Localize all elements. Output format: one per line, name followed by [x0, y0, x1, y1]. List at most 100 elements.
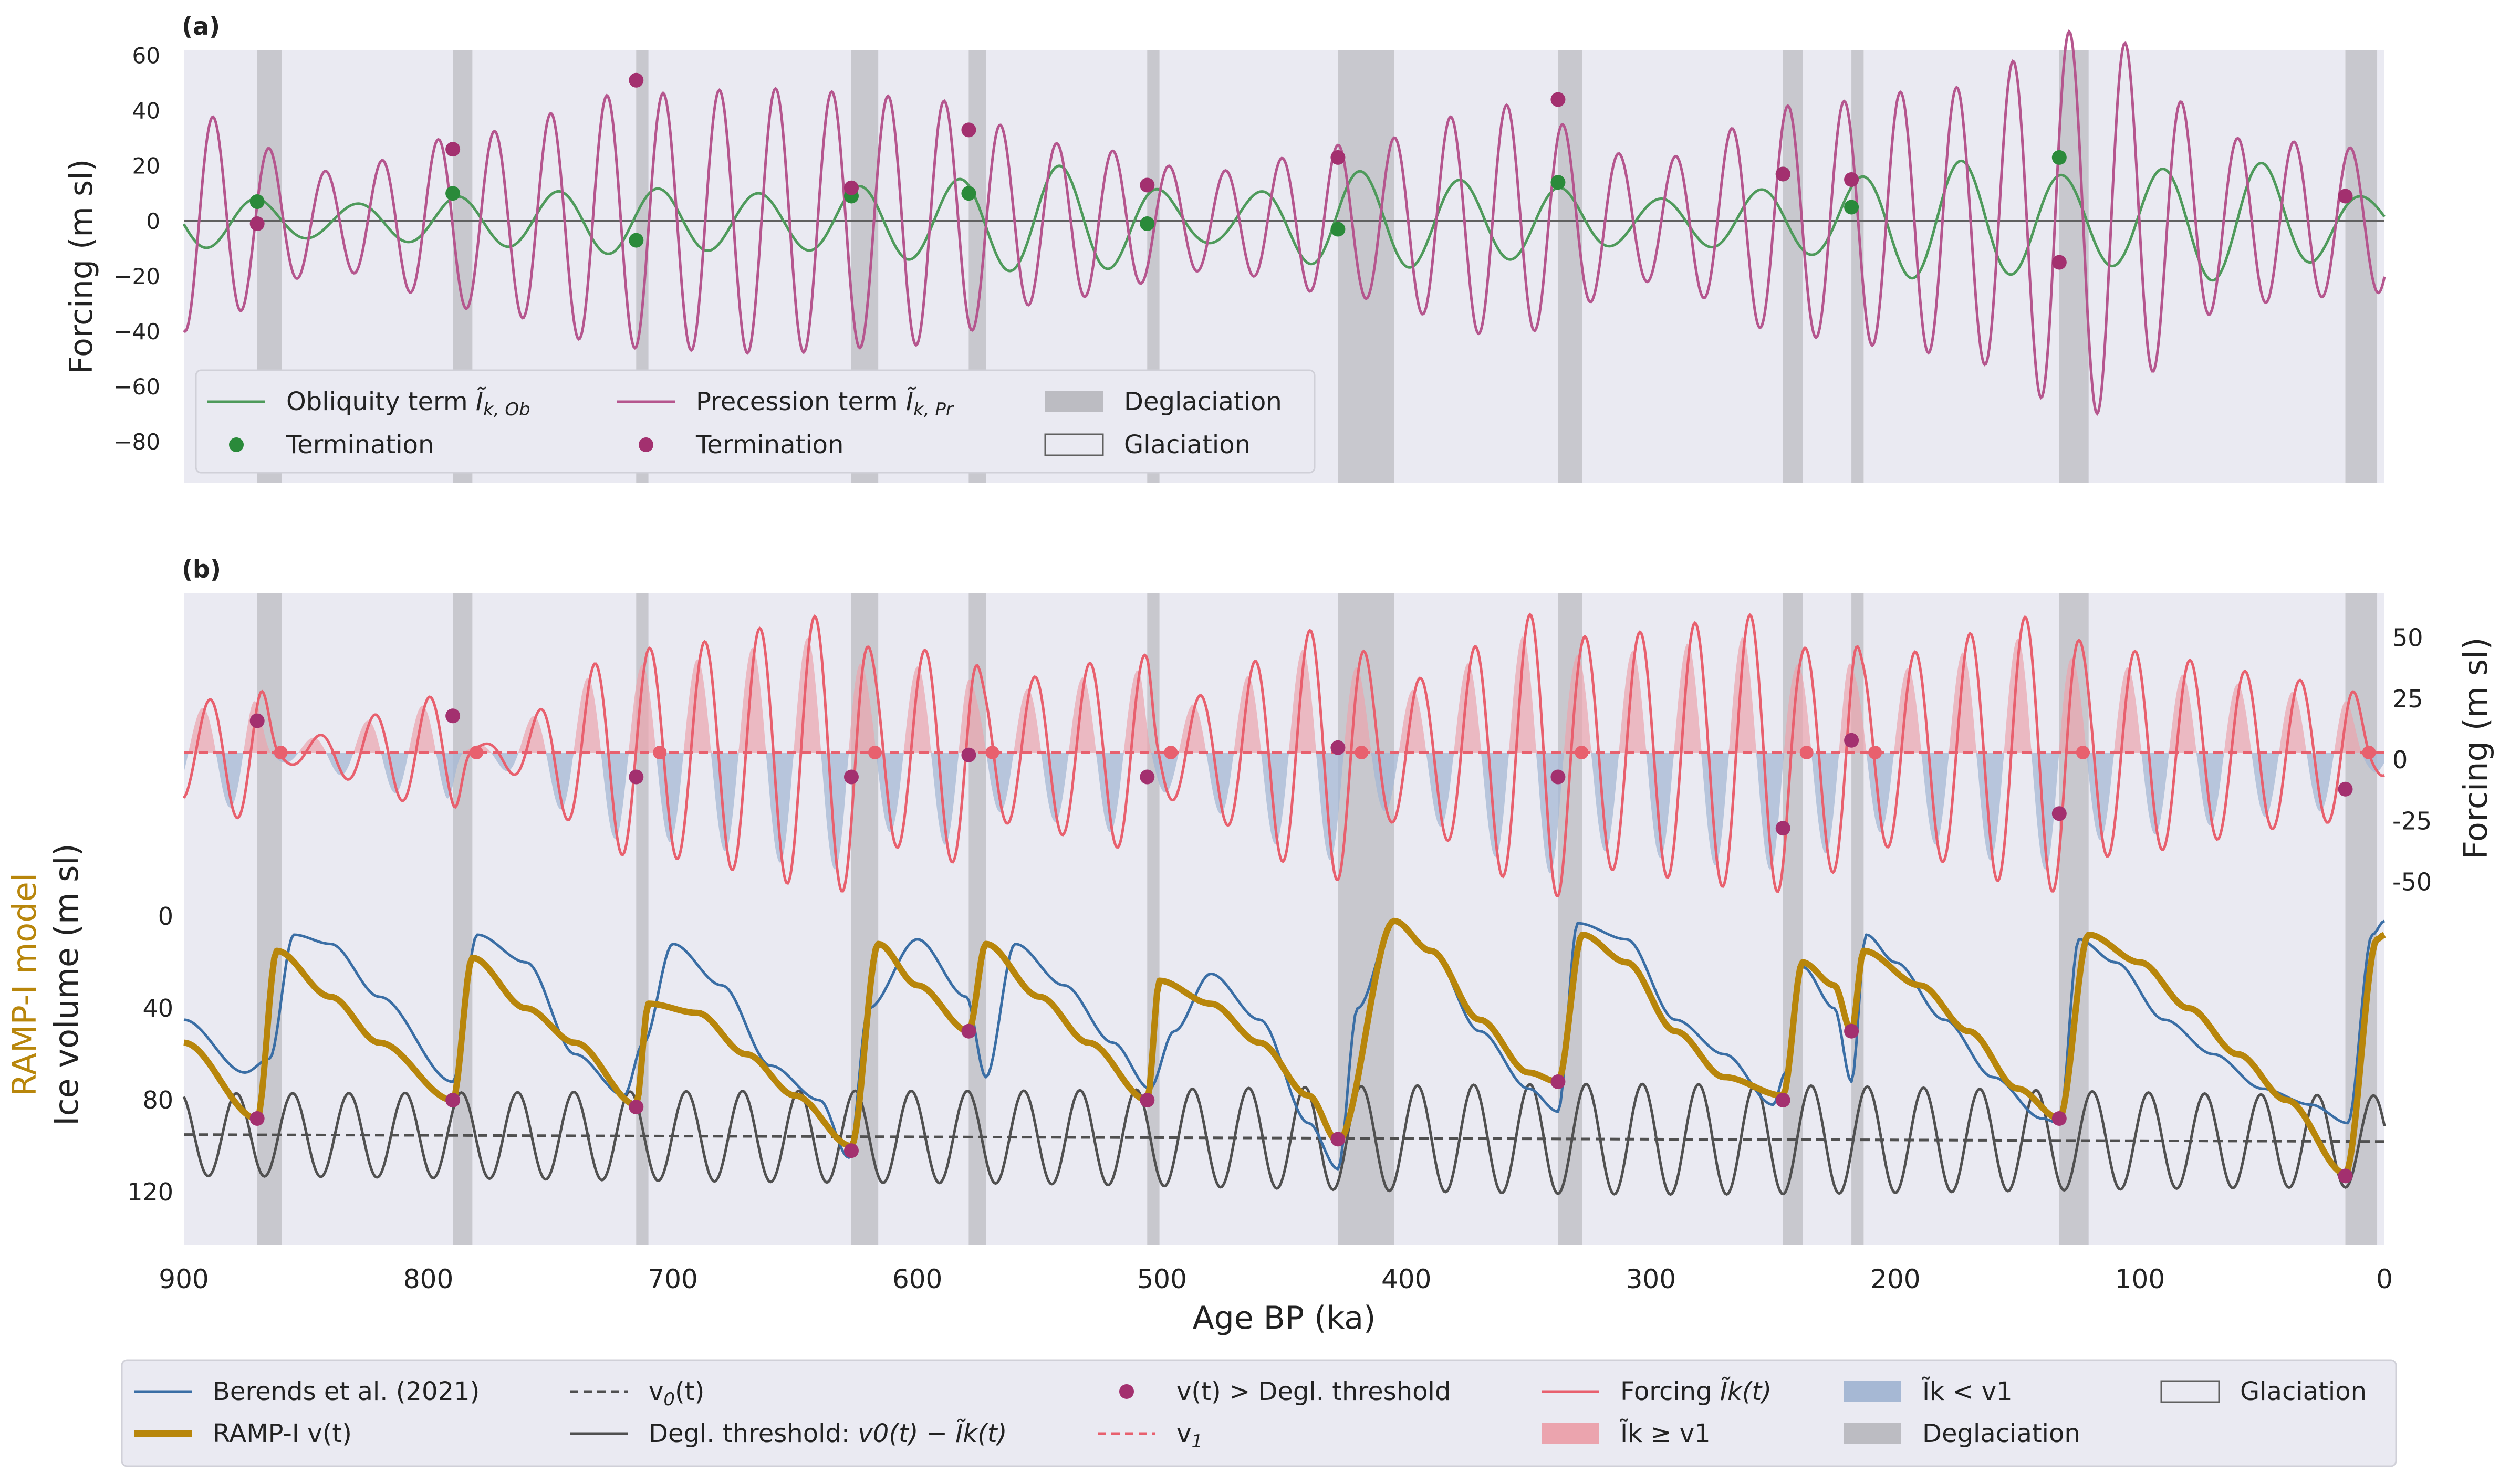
- legend-a-frame: [195, 369, 1316, 474]
- precession-termination-point: [961, 122, 976, 138]
- y-tick-label: 20: [132, 153, 160, 179]
- ice-exceed-point: [629, 1100, 644, 1115]
- obliquity-termination-point: [1140, 216, 1155, 232]
- legend-patch-glyph: [1045, 391, 1103, 412]
- deglaciation-band: [1338, 50, 1394, 483]
- deglaciation-band: [453, 593, 473, 1245]
- legend-a: Obliquity term Ĩk, Ob Precession term Ĩk,…: [195, 369, 1316, 474]
- ice-exceed-point: [445, 1093, 461, 1107]
- ice-exceed-point: [2338, 1168, 2353, 1184]
- precession-series-line: [183, 29, 2386, 416]
- v1-crossing-point: [868, 746, 882, 760]
- panel-label-a: (a): [182, 12, 220, 40]
- forcing-y-tick-label: 0: [2392, 746, 2408, 774]
- precession-termination-point: [843, 180, 859, 195]
- forcing-exceed-point: [629, 769, 644, 785]
- ice-exceed-point: [2051, 1111, 2067, 1126]
- forcing-y-tick-label: -25: [2392, 807, 2432, 835]
- forcing-exceed-point: [1330, 740, 1346, 755]
- x-tick-label: 800: [403, 1264, 453, 1294]
- legend-entry-label: Obliquity term Ĩk, Ob: [286, 387, 530, 420]
- legend-entry-label: Ĩk ≥ v1: [1620, 1419, 1711, 1448]
- y-axis-label-right: Forcing (m sl): [2456, 637, 2495, 859]
- legend-entry-label: Degl. threshold: v0(t) − Ĩk(t): [649, 1419, 1007, 1448]
- ice-exceed-point: [249, 1111, 265, 1126]
- deglaciation-band: [2345, 50, 2378, 483]
- panel-b: (b) 0 40 80 120 50 25 0 -25 -50 RAMP-I model Ice vo…: [5, 555, 2495, 1245]
- x-tick-label: 300: [1626, 1264, 1676, 1294]
- forcing-y-tick-label: -50: [2392, 868, 2432, 896]
- ice-exceed-point: [961, 1023, 976, 1039]
- v1-crossing-point: [2076, 746, 2090, 760]
- forcing-exceed-point: [1550, 769, 1566, 785]
- legend-dot-glyph: [639, 437, 653, 452]
- legend-dot-glyph: [1119, 1384, 1134, 1399]
- ice-y-tick-label: 120: [127, 1178, 173, 1206]
- precession-termination-point: [1140, 177, 1155, 193]
- legend-entry-label: RAMP-I v(t): [213, 1419, 352, 1448]
- x-tick-label: 600: [892, 1264, 942, 1294]
- x-axis-label: Age BP (ka): [1193, 1300, 1376, 1336]
- obliquity-termination-point: [445, 186, 461, 201]
- ice-exceed-point: [843, 1143, 859, 1158]
- legend-entry-label: Deglaciation: [1124, 387, 1282, 416]
- forcing-y-tick-label: 50: [2392, 624, 2423, 652]
- v1-crossing-point: [2362, 746, 2376, 760]
- ramp-line: [183, 917, 2386, 1177]
- deglaciation-band: [1558, 50, 1582, 483]
- forcing-exceed-point: [1775, 821, 1790, 836]
- obliquity-termination-point: [961, 186, 976, 201]
- precession-termination-point: [2338, 189, 2353, 204]
- legend-patch-glyph: [1542, 1423, 1599, 1444]
- x-tick-label: 100: [2115, 1264, 2165, 1294]
- legend-entry-label: Ĩk < v1: [1922, 1377, 2013, 1406]
- precession-termination-point: [1330, 150, 1346, 165]
- forcing-exceed-point: [961, 747, 976, 762]
- legend-entry-label: Termination: [695, 430, 843, 459]
- threshold-line: [182, 1082, 2386, 1196]
- forcing-exceed-point: [843, 769, 859, 785]
- forcing-y-tick-label: 25: [2392, 685, 2423, 713]
- forcing-exceed-point: [2338, 781, 2353, 797]
- panel-label-b: (b): [182, 555, 221, 583]
- ice-y-tick-label: 80: [142, 1086, 173, 1114]
- v1-crossing-point: [1799, 746, 1814, 760]
- v1-crossing-point: [1868, 746, 1882, 760]
- v1-crossing-point: [1355, 746, 1369, 760]
- precession-termination-point: [629, 72, 644, 88]
- precession-termination-point: [1844, 172, 1859, 187]
- precession-termination-point: [1550, 92, 1566, 107]
- forcing-exceed-point: [1140, 769, 1155, 785]
- legend-entry-label: Glaciation: [2240, 1377, 2367, 1406]
- legend-entry-label: Berends et al. (2021): [213, 1377, 480, 1406]
- v1-crossing-point: [274, 746, 288, 760]
- y-tick-label: 40: [132, 98, 160, 124]
- precession-termination-point: [2051, 255, 2067, 270]
- y-axis-label-model: RAMP-I model: [5, 873, 44, 1096]
- legend-entry-label: v(t) > Degl. threshold: [1176, 1377, 1451, 1406]
- ice-y-tick-label: 0: [158, 902, 173, 931]
- v1-crossing-point: [1164, 746, 1178, 760]
- v1-crossing-point: [653, 746, 667, 760]
- legend-entry-label: Termination: [286, 430, 434, 459]
- deglaciation-band: [1851, 593, 1864, 1245]
- obliquity-termination-point: [1330, 222, 1346, 237]
- panel-b-background: [184, 593, 2384, 1245]
- precession-termination-point: [249, 216, 265, 232]
- x-tick-label: 400: [1381, 1264, 1431, 1294]
- forcing-exceed-point: [2051, 806, 2067, 821]
- x-tick-label: 200: [1870, 1264, 1920, 1294]
- ice-exceed-point: [1140, 1093, 1155, 1107]
- obliquity-termination-point: [629, 233, 644, 248]
- legend-patch-glyph: [2160, 1380, 2220, 1403]
- legend-entry-label: v0(t): [649, 1377, 704, 1410]
- obliquity-series-line: [182, 159, 2386, 282]
- forcing-exceed-point: [1844, 733, 1859, 748]
- v1-crossing-point: [1575, 746, 1589, 760]
- y-tick-label: −80: [113, 429, 160, 455]
- obliquity-termination-point: [1550, 175, 1566, 190]
- legend-entry-label: Precession term Ĩk, Pr: [696, 387, 954, 420]
- x-tick-label: 900: [159, 1264, 209, 1294]
- ice-exceed-point: [1775, 1093, 1790, 1107]
